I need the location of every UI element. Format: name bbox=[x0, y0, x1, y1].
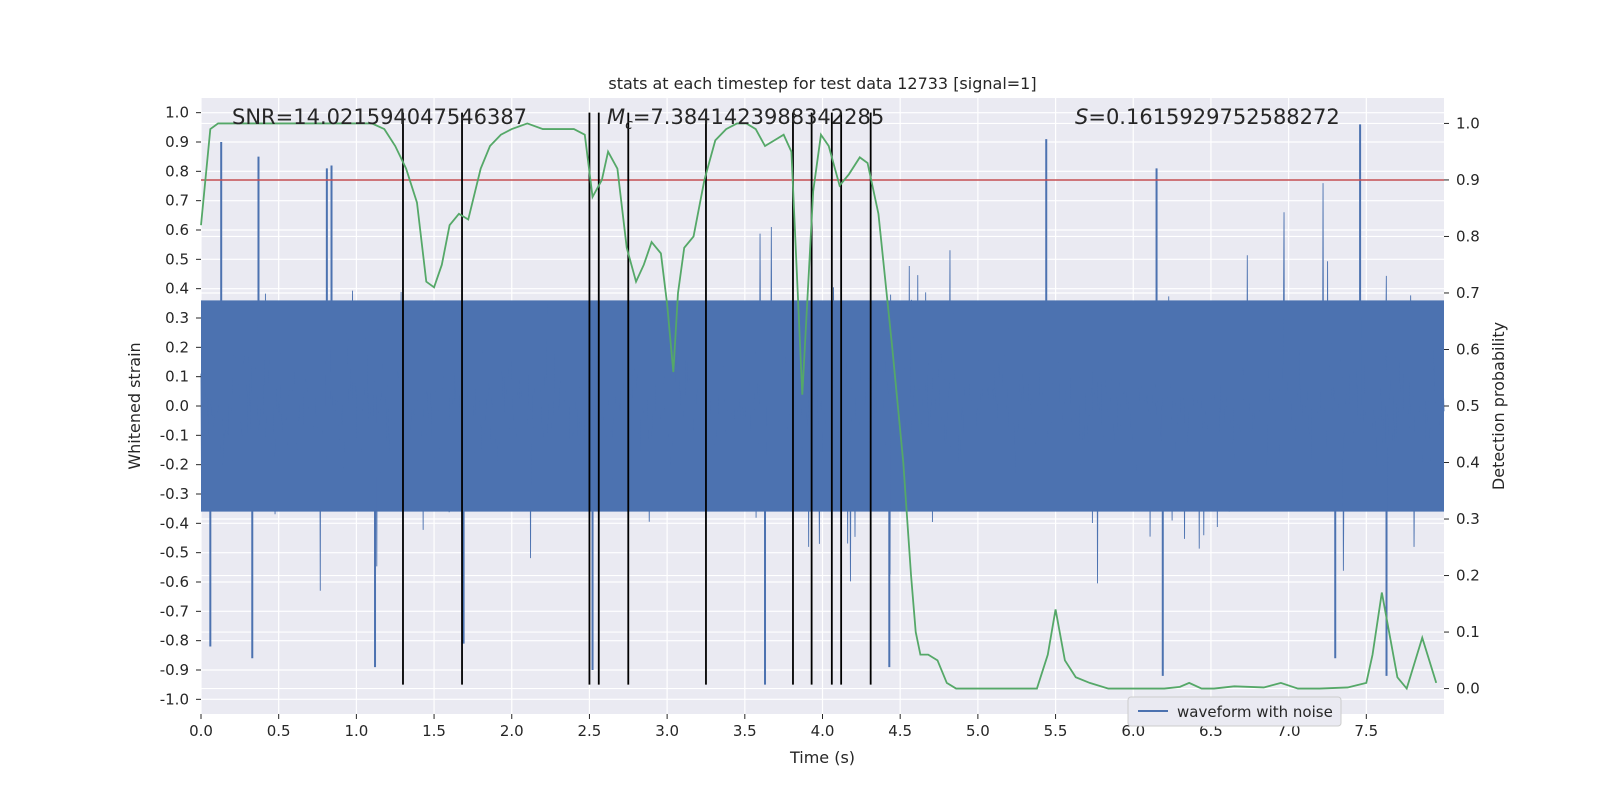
y-tick-label-left: -0.1 bbox=[160, 426, 189, 444]
snr-annotation: SNR=14.021594047546387 bbox=[232, 105, 527, 129]
strain-waveform-line bbox=[200, 183, 1445, 591]
y-tick-label-left: 0.1 bbox=[165, 368, 189, 386]
s-value: =0.1615929752588272 bbox=[1088, 105, 1339, 129]
ticks: 0.0 0.5 1.0 1.5 2.0 2.5 3.0 3.5 4.0 4.5 5.0 5.5 6.0 6… bbox=[160, 104, 1480, 740]
probability-series bbox=[200, 122, 1438, 691]
y-tick-label-right: 0.2 bbox=[1456, 567, 1480, 585]
y-tick-label-right: 0.8 bbox=[1456, 227, 1480, 245]
y-tick-label-left: 0.9 bbox=[165, 133, 189, 151]
x-tick-label: 5.5 bbox=[1044, 722, 1068, 740]
x-tick-label: 2.5 bbox=[578, 722, 602, 740]
x-tick-label: 0.5 bbox=[267, 722, 291, 740]
legend-label: waveform with noise bbox=[1177, 703, 1333, 721]
chirp-mass-annotation: Mc=7.3841423988342285 bbox=[607, 105, 884, 133]
legend-box bbox=[1127, 696, 1342, 727]
y-tick-label-left: -0.7 bbox=[160, 602, 189, 620]
y-tick-label-right: 0.4 bbox=[1456, 454, 1480, 472]
y-tick-label-left: -0.5 bbox=[160, 544, 189, 562]
y-tick-label-left: 0.4 bbox=[165, 280, 189, 298]
x-tick-label: 4.5 bbox=[888, 722, 912, 740]
strain-series bbox=[200, 124, 1445, 685]
y-axis-label-left: Whitened strain bbox=[125, 342, 144, 469]
x-tick-label: 0.0 bbox=[189, 722, 213, 740]
chart-title: stats at each timestep for test data 127… bbox=[608, 74, 1036, 93]
y-tick-label-left: -0.8 bbox=[160, 632, 189, 650]
y-tick-label-right: 0.5 bbox=[1456, 397, 1480, 415]
y-tick-label-left: 0.6 bbox=[165, 221, 189, 239]
detection-probability-line bbox=[200, 122, 1438, 691]
mc-symbol: M bbox=[607, 105, 625, 129]
x-tick-label: 2.0 bbox=[500, 722, 524, 740]
y-tick-label-left: -0.2 bbox=[160, 456, 189, 474]
mc-value: =7.3841423988342285 bbox=[633, 105, 884, 129]
y-axis-label-right: Detection probability bbox=[1489, 322, 1508, 490]
x-tick-label: 7.5 bbox=[1354, 722, 1378, 740]
y-tick-label-right: 0.1 bbox=[1456, 623, 1480, 641]
x-tick-label: 5.0 bbox=[966, 722, 990, 740]
x-tick-label: 1.0 bbox=[344, 722, 368, 740]
x-tick-label: 3.5 bbox=[733, 722, 757, 740]
y-tick-label-right: 1.0 bbox=[1456, 114, 1480, 132]
y-tick-label-left: -1.0 bbox=[160, 690, 189, 708]
x-tick-label: 4.0 bbox=[811, 722, 835, 740]
y-tick-label-right: 0.0 bbox=[1456, 680, 1480, 698]
y-tick-label-left: -0.3 bbox=[160, 485, 189, 503]
s-symbol: S bbox=[1075, 105, 1088, 129]
y-tick-label-right: 0.7 bbox=[1456, 284, 1480, 302]
vertical-markers bbox=[402, 112, 872, 685]
s-annotation: S=0.1615929752588272 bbox=[1075, 105, 1340, 129]
y-tick-label-left: 0.5 bbox=[165, 250, 189, 268]
y-tick-label-left: -0.9 bbox=[160, 661, 189, 679]
y-tick-label-left: 0.7 bbox=[165, 192, 189, 210]
y-tick-label-left: 1.0 bbox=[165, 104, 189, 122]
x-axis-label: Time (s) bbox=[789, 748, 855, 767]
y-tick-label-left: -0.4 bbox=[160, 514, 189, 532]
x-tick-label: 3.0 bbox=[655, 722, 679, 740]
y-tick-label-right: 0.3 bbox=[1456, 510, 1480, 528]
y-tick-label-left: 0.3 bbox=[165, 309, 189, 327]
x-tick-label: 1.5 bbox=[422, 722, 446, 740]
y-tick-label-left: -0.6 bbox=[160, 573, 189, 591]
y-tick-label-left: 0.2 bbox=[165, 338, 189, 356]
mc-subscript: c bbox=[625, 117, 633, 133]
legend: waveform with noise bbox=[1127, 696, 1342, 727]
y-tick-label-right: 0.9 bbox=[1456, 171, 1480, 189]
y-tick-label-left: 0.0 bbox=[165, 397, 189, 415]
y-tick-label-right: 0.6 bbox=[1456, 340, 1480, 358]
y-tick-label-left: 0.8 bbox=[165, 162, 189, 180]
